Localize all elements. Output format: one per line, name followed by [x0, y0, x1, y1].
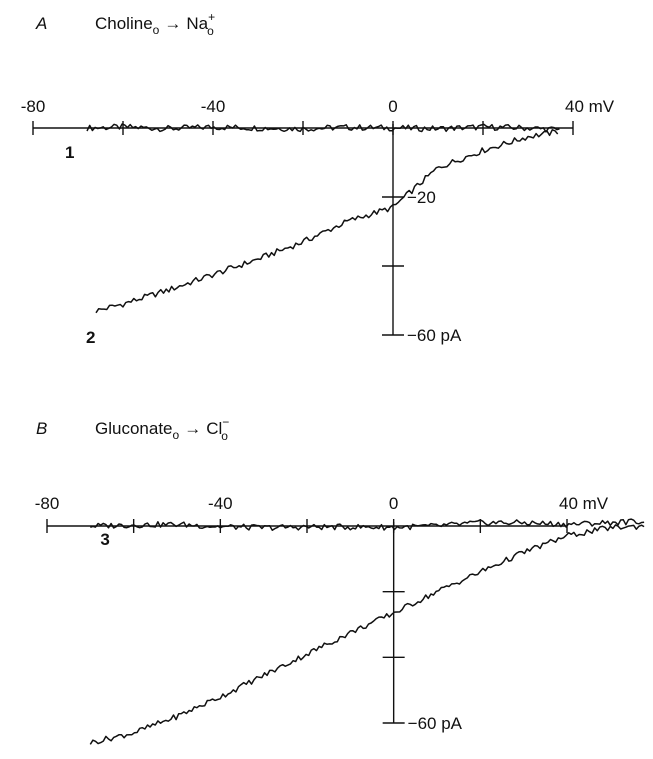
chart-panel-a: -80 -40 0 40 mV −20 −60 pA 1 2 — [21, 97, 615, 347]
panel-b-x-tick-label: -80 — [35, 494, 60, 513]
panel-b-y-tick-label: −60 pA — [408, 714, 463, 733]
panel-a-y-tick-label: −20 — [407, 188, 436, 207]
panel-a-x-tick-label: -40 — [201, 97, 226, 116]
panel-a-title-target-sup: + — [208, 10, 215, 24]
panel-a-letter: A — [35, 14, 47, 33]
panel-b-title-target-sub: o — [221, 429, 228, 443]
panel-b-title-main: Gluconate — [95, 419, 173, 438]
panel-b-x-tick-label: -40 — [208, 494, 233, 513]
panel-b-arrow: → — [184, 419, 201, 438]
panel-b-title-sub: o — [173, 428, 180, 442]
panel-a-x-tick-label: 0 — [388, 97, 397, 116]
panel-a-title: Cholineo → Na+ o — [95, 10, 215, 38]
panel-a-x-tick-label: -80 — [21, 97, 46, 116]
panel-b-trace-label-3: 3 — [100, 530, 109, 549]
panel-b-trace-4 — [89, 524, 645, 745]
panel-a-title-target-sub: o — [207, 24, 214, 38]
panel-b-title-target-sup: − — [222, 415, 229, 429]
panel-a-title-target: Na — [186, 14, 208, 33]
panel-a-x-tick-label: 40 mV — [565, 97, 615, 116]
panel-a-trace-2 — [95, 129, 559, 314]
panel-b-letter: B — [36, 419, 47, 438]
panel-b-x-tick-label: 40 mV — [559, 494, 609, 513]
panel-b-title: Gluconateo → Cl− o — [95, 415, 229, 443]
panel-b-trace-3 — [90, 518, 645, 531]
panel-a-trace-1 — [86, 123, 560, 133]
panel-a-arrow: → — [164, 14, 181, 33]
panel-a-title-main: Choline — [95, 14, 153, 33]
panel-a-trace-label-1: 1 — [65, 143, 74, 162]
panel-b-title-target: Cl — [206, 419, 222, 438]
panel-a-trace-label-2: 2 — [86, 328, 95, 347]
panel-b-x-tick-label: 0 — [389, 494, 398, 513]
panel-a-title-sub: o — [153, 23, 160, 37]
panel-a-y-tick-label: −60 pA — [407, 326, 462, 345]
